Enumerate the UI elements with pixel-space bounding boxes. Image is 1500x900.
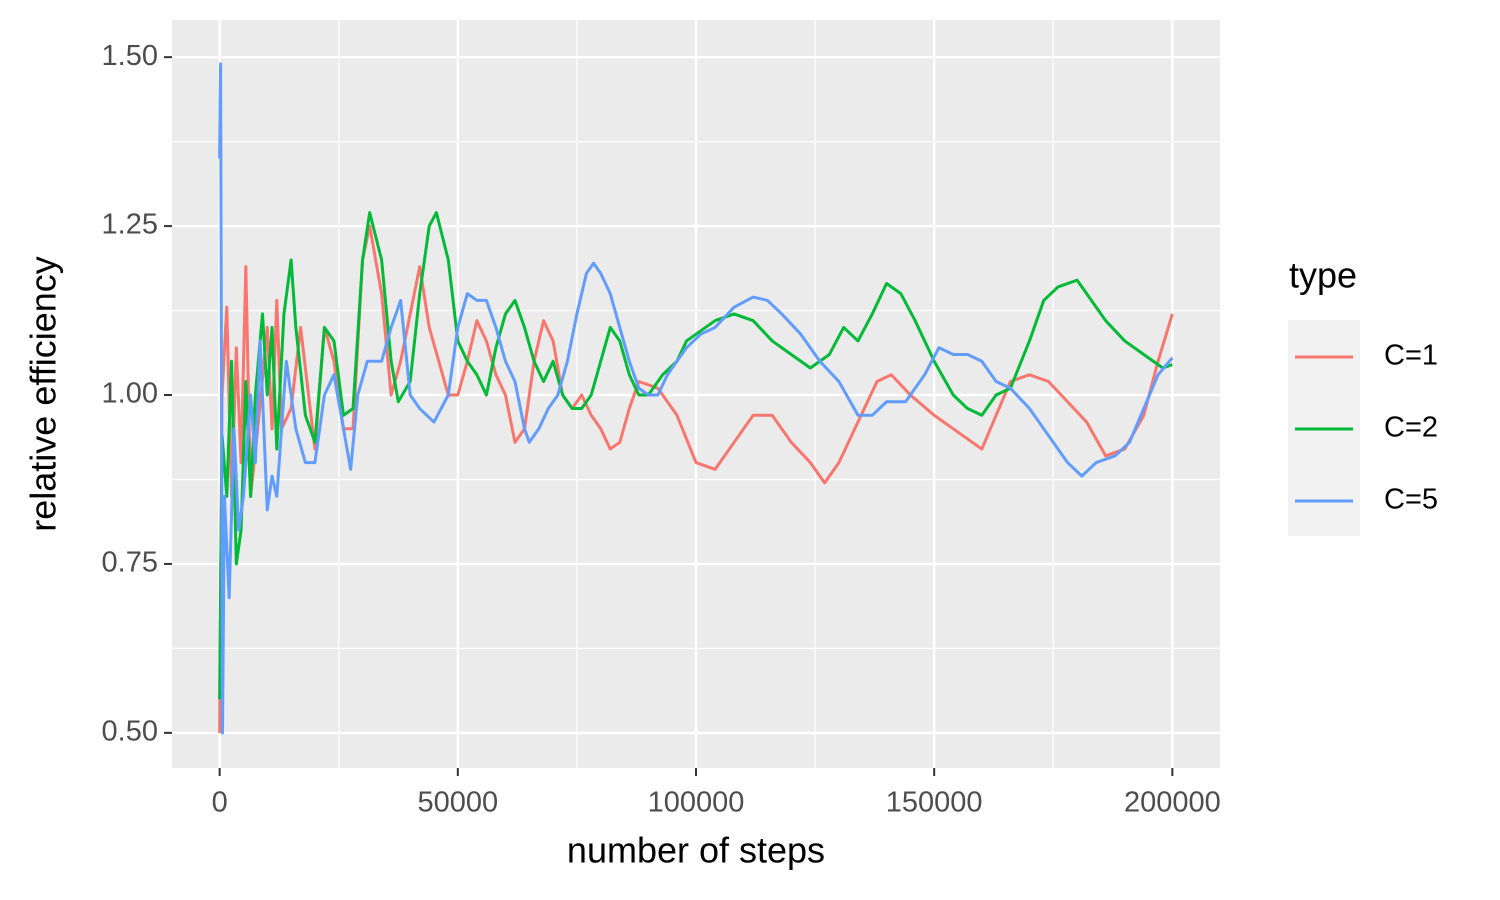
x-axis-title: number of steps <box>567 830 825 871</box>
series-line <box>218 211 1173 700</box>
legend-label: C=2 <box>1384 412 1438 444</box>
y-tick-label: 0.50 <box>102 716 158 748</box>
y-tick-label: 1.00 <box>102 378 158 410</box>
legend-title: type <box>1289 255 1357 296</box>
series-line <box>218 224 1174 733</box>
lines <box>218 62 1174 735</box>
x-tick-label: 50000 <box>417 787 498 819</box>
series-line <box>218 62 1174 735</box>
y-tick-label: 0.75 <box>102 547 158 579</box>
x-tick-label: 100000 <box>648 787 745 819</box>
x-tick-label: 150000 <box>886 787 983 819</box>
y-tick-label: 1.25 <box>102 209 158 241</box>
x-tick-label: 200000 <box>1124 787 1221 819</box>
x-tick-label: 0 <box>212 787 228 819</box>
legend-label: C=5 <box>1384 484 1438 516</box>
legend-label: C=1 <box>1384 340 1438 372</box>
legend: type C=1 C=2 C=5 <box>1288 255 1438 536</box>
y-axis-title: relative efficiency <box>23 256 64 531</box>
y-tick-label: 1.50 <box>102 40 158 72</box>
